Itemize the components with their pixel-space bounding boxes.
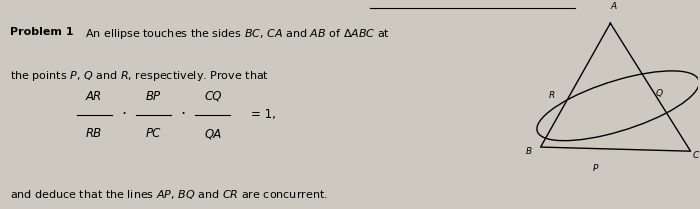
Text: Q: Q (656, 89, 663, 98)
Text: PC: PC (146, 127, 161, 140)
Text: An ellipse touches the sides $BC$, $CA$ and $AB$ of $\Delta ABC$ at: An ellipse touches the sides $BC$, $CA$ … (78, 27, 390, 41)
Text: CQ: CQ (204, 90, 221, 103)
Text: A: A (611, 2, 617, 11)
Text: BP: BP (146, 90, 161, 103)
Text: the points $P$, $Q$ and $R$, respectively. Prove that: the points $P$, $Q$ and $R$, respectivel… (10, 69, 270, 83)
Text: QA: QA (204, 127, 221, 140)
Text: ·: · (181, 107, 186, 122)
Text: AR: AR (86, 90, 102, 103)
Text: = 1,: = 1, (251, 108, 276, 121)
Text: and deduce that the lines $AP$, $BQ$ and $CR$ are concurrent.: and deduce that the lines $AP$, $BQ$ and… (10, 188, 328, 201)
Text: RB: RB (86, 127, 102, 140)
Text: R: R (549, 91, 555, 100)
Text: B: B (526, 147, 531, 156)
Text: ·: · (121, 107, 127, 122)
Text: Problem 1: Problem 1 (10, 27, 74, 37)
Text: P: P (592, 164, 598, 173)
Text: C: C (693, 151, 699, 160)
